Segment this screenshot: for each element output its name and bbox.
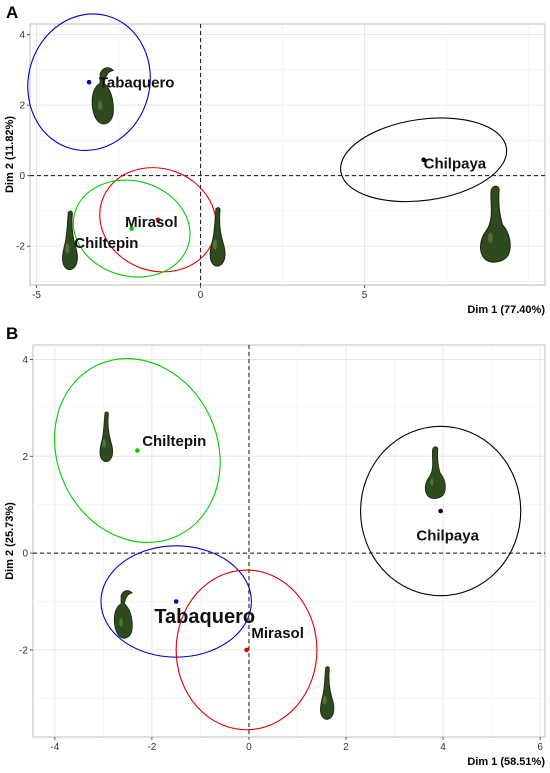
x-tick-label: 4 [440, 742, 446, 753]
panel-a-gridlines [30, 24, 545, 285]
panel-b-x-axis-title: Dim 1 (58.51%) [467, 756, 545, 768]
y-tick-label: 2 [22, 452, 28, 463]
panel-b-plot-area [32, 344, 546, 738]
confidence-ellipse-chiltepin [72, 179, 191, 278]
group-label-tabaquero: Tabaquero [154, 606, 255, 628]
pepper-body [113, 590, 133, 639]
group-label-chilpaya: Chilpaya [416, 527, 479, 544]
pepper-body [480, 185, 511, 263]
y-tick-label: 0 [19, 171, 25, 182]
point-chiltepin [129, 226, 134, 231]
panel-a-y-axis-title: Dim 2 (11.82%) [4, 116, 16, 193]
panel-a-points [86, 79, 426, 231]
pepper-body [424, 446, 446, 499]
pepper-image [62, 210, 78, 271]
panel-letter-b: B [6, 324, 18, 343]
panel-letter-a: A [6, 3, 18, 22]
group-label-mirasol: Mirasol [251, 625, 304, 642]
x-tick-label: -5 [32, 290, 41, 301]
confidence-ellipse-mirasol [175, 569, 318, 731]
pepper-highlight [487, 232, 493, 244]
x-tick-label: 2 [343, 742, 349, 753]
pepper-body [62, 210, 78, 271]
pepper-image [424, 446, 446, 499]
point-chilpaya [438, 508, 443, 514]
group-label-chilpaya: Chilpaya [424, 156, 487, 173]
y-tick-label: 4 [22, 355, 28, 366]
panel-a-tick-labels: -5 0 5 -2 0 2 4 [16, 30, 368, 301]
pepper-image [480, 185, 511, 263]
pepper-body [209, 207, 226, 267]
x-tick-label: 0 [198, 290, 204, 301]
y-tick-label: -2 [19, 645, 28, 656]
panel-b-points [135, 448, 443, 653]
point-chiltepin [135, 448, 140, 453]
panel-a-labels: Tabaquero Chilpaya Mirasol Chiltepin [74, 74, 487, 251]
point-tabaquero [173, 599, 179, 604]
confidence-ellipse-chilpaya [340, 117, 508, 203]
panel-b-ellipses [53, 357, 522, 731]
pepper-image [209, 207, 226, 267]
pepper-highlight [102, 439, 106, 448]
pepper-image [99, 411, 114, 463]
point-mirasol [155, 217, 161, 223]
x-tick-label: -2 [147, 742, 156, 753]
panel-a-plot: Tabaquero Chilpaya Mirasol Chiltepin -5 0 5 -2… [4, 13, 546, 316]
pepper-highlight [430, 478, 434, 486]
pepper-highlight [97, 100, 103, 111]
point-chilpaya [421, 157, 426, 163]
pepper-highlight [119, 618, 123, 627]
panel-b-tick-labels: -4 -2 0 2 4 6 -2 0 2 4 [19, 355, 543, 753]
group-label-mirasol: Mirasol [125, 214, 178, 231]
group-label-tabaquero: Tabaquero [99, 74, 175, 91]
x-tick-label: 6 [537, 742, 543, 753]
panel-b-peppers [99, 411, 446, 720]
x-tick-label: 5 [362, 290, 368, 301]
confidence-ellipse-chilpaya [360, 425, 522, 597]
pepper-highlight [65, 243, 70, 254]
y-tick-label: 2 [19, 101, 25, 112]
y-tick-label: -2 [16, 242, 25, 253]
pepper-highlight [212, 239, 218, 250]
pepper-image [91, 67, 115, 125]
panel-a-x-axis-title: Dim 1 (77.40%) [467, 304, 545, 316]
y-tick-label: 0 [22, 549, 28, 560]
pepper-body [320, 666, 335, 720]
confidence-ellipse-chiltepin [53, 357, 221, 544]
pepper-image [113, 590, 133, 639]
x-tick-label: -4 [50, 742, 59, 753]
panel-b-y-axis-title: Dim 2 (25.73%) [4, 502, 16, 580]
y-tick-label: 4 [19, 30, 25, 41]
panel-a-plot-area [29, 23, 546, 286]
pepper-image [320, 666, 335, 720]
point-tabaquero [86, 79, 92, 85]
panel-a-ellipses [27, 13, 508, 278]
pepper-body [91, 67, 115, 125]
panel-b-zero-lines [33, 345, 545, 737]
group-label-chiltepin: Chiltepin [74, 235, 138, 252]
x-tick-label: 0 [246, 742, 252, 753]
confidence-ellipse-tabaquero [27, 13, 151, 152]
panel-a-peppers [62, 67, 511, 271]
pepper-body [99, 411, 114, 463]
panel-a-zero-lines [30, 24, 545, 285]
pepper-highlight [322, 695, 327, 705]
point-mirasol [244, 647, 249, 653]
group-label-chiltepin: Chiltepin [142, 433, 206, 450]
